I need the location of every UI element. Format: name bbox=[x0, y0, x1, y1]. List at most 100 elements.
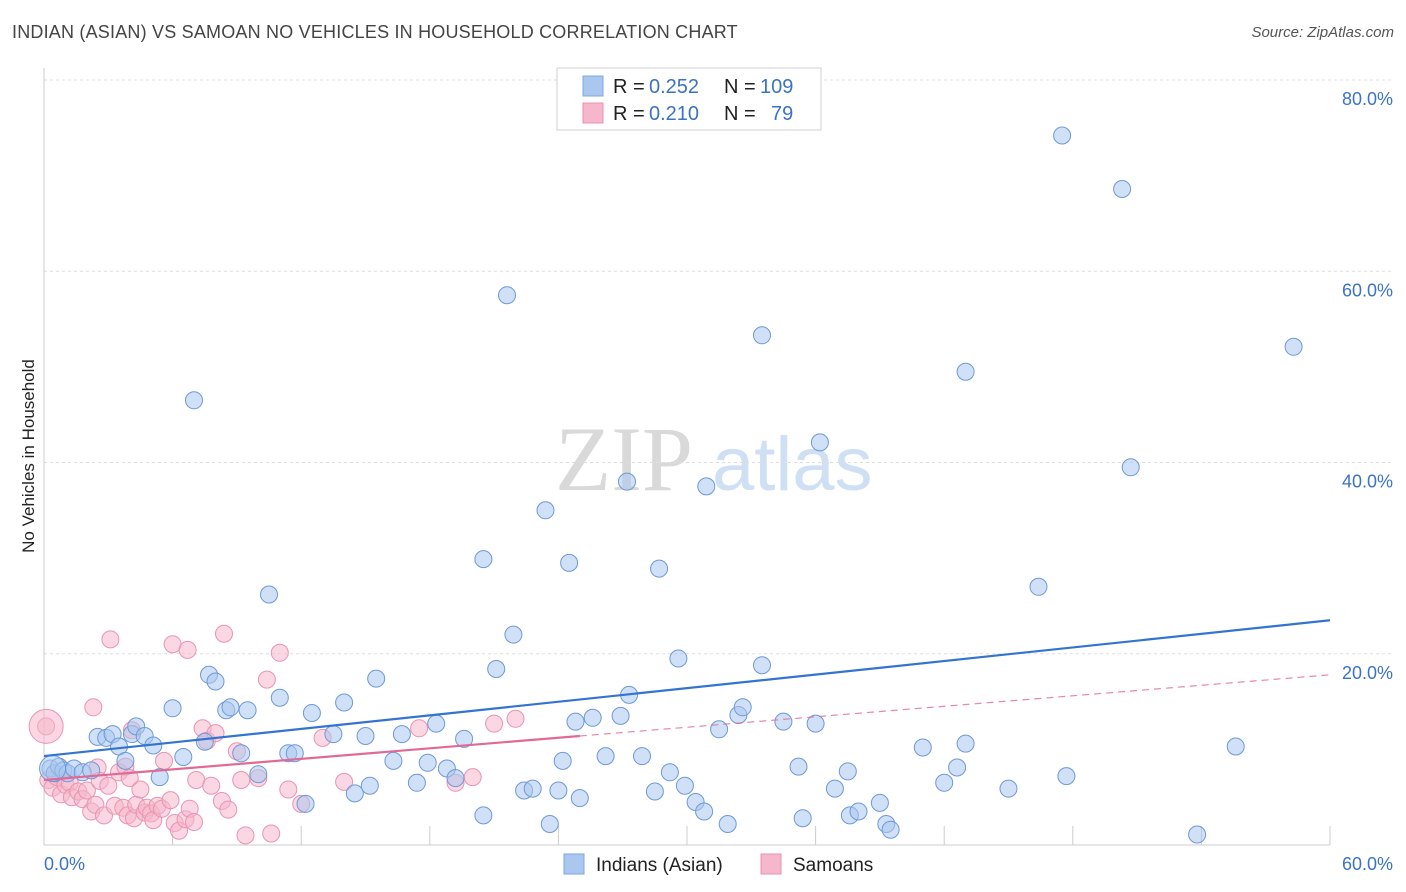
samoans-point-35 bbox=[161, 791, 180, 810]
indians-point-51 bbox=[487, 660, 506, 678]
samoans-point-53 bbox=[236, 826, 255, 845]
indians-point-63 bbox=[583, 708, 602, 727]
indians-point-55 bbox=[523, 779, 542, 798]
indians-point-88 bbox=[825, 779, 844, 798]
indians-point-66 bbox=[618, 472, 636, 491]
samoans-point-56 bbox=[262, 824, 281, 843]
indians-point-52 bbox=[498, 286, 516, 305]
indians-point-53 bbox=[504, 625, 523, 644]
tick-labels: 20.0% 40.0% 60.0% 80.0% 0.0% 60.0% bbox=[44, 89, 1393, 874]
indians-point-83 bbox=[774, 712, 793, 731]
indians-point-94 bbox=[881, 820, 900, 839]
watermark: ZIP atlas bbox=[555, 408, 873, 510]
indians-point-82 bbox=[753, 326, 771, 345]
indians-point-48 bbox=[455, 729, 474, 748]
indians-point-98 bbox=[956, 362, 975, 381]
indians-point-85 bbox=[793, 809, 812, 828]
indians-point-32 bbox=[285, 744, 304, 763]
legend-r-label-2: R = bbox=[613, 103, 645, 125]
source-attribution: Source: ZipAtlas.com bbox=[1251, 24, 1394, 41]
legend-r-label-1: R = bbox=[613, 76, 645, 98]
legend-n-label-2: N = bbox=[724, 103, 756, 125]
samoans-point-46 bbox=[202, 776, 221, 795]
indians-point-17 bbox=[150, 768, 169, 787]
indians-point-35 bbox=[324, 725, 343, 744]
legend-n-value-2: 79 bbox=[771, 103, 793, 125]
indians-point-71 bbox=[660, 763, 679, 782]
legend-r-value-2: 0.210 bbox=[649, 103, 699, 125]
indians-point-37 bbox=[345, 784, 364, 803]
indians-point-97 bbox=[948, 758, 967, 777]
legend-n-label-1: N = bbox=[724, 76, 756, 98]
samoans-point-50 bbox=[219, 800, 238, 819]
indians-point-27 bbox=[238, 701, 257, 720]
indians-point-96 bbox=[935, 773, 954, 792]
indians-point-64 bbox=[596, 747, 615, 766]
samoans-point-40 bbox=[178, 640, 197, 659]
indians-point-102 bbox=[1053, 126, 1072, 145]
indians-point-42 bbox=[392, 725, 411, 744]
indians-point-23 bbox=[206, 672, 225, 691]
bottom-legend-swatch-indians bbox=[563, 853, 585, 875]
y-tick-label-0: 20.0% bbox=[1342, 663, 1393, 683]
samoans-point-42 bbox=[185, 813, 203, 831]
indians-point-101 bbox=[1029, 577, 1048, 596]
indians-point-49 bbox=[474, 550, 493, 569]
x-tick-label-0: 0.0% bbox=[44, 854, 85, 874]
y-tick-label-1: 40.0% bbox=[1342, 472, 1393, 492]
indians-point-99 bbox=[956, 734, 975, 753]
indians-point-70 bbox=[650, 559, 669, 578]
indians-point-28 bbox=[249, 765, 268, 784]
indians-point-36 bbox=[335, 693, 354, 712]
samoans-point-34 bbox=[155, 751, 173, 770]
grid-lines bbox=[44, 79, 1392, 655]
indians-point-92 bbox=[870, 793, 889, 812]
samoans-point-36 bbox=[163, 635, 182, 654]
samoans-trend-line bbox=[43, 734, 580, 782]
y-tick-label-2: 60.0% bbox=[1342, 280, 1393, 300]
indians-point-60 bbox=[560, 553, 579, 572]
bottom-legend-swatch-samoans bbox=[760, 853, 782, 875]
indians-point-39 bbox=[360, 776, 379, 795]
y-axis-label: No Vehicles in Household bbox=[19, 359, 38, 553]
indians-point-65 bbox=[611, 706, 630, 725]
indians-point-68 bbox=[633, 747, 651, 766]
indians-point-105 bbox=[1121, 458, 1140, 477]
samoans-point-17 bbox=[101, 630, 120, 649]
indians-point-19 bbox=[174, 748, 193, 766]
bottom-legend-label-indians: Indians (Asian) bbox=[596, 855, 723, 876]
indians-point-106 bbox=[1188, 825, 1207, 844]
indians-point-84 bbox=[789, 757, 808, 776]
samoans-point-9 bbox=[77, 781, 96, 800]
indians-point-87 bbox=[810, 433, 829, 452]
indians-point-59 bbox=[553, 751, 572, 770]
samoans-point-65 bbox=[485, 714, 504, 733]
indians-point-73 bbox=[675, 776, 694, 795]
x-tick-label-1: 60.0% bbox=[1342, 854, 1393, 874]
indians-point-12 bbox=[116, 751, 135, 770]
indians-point-72 bbox=[669, 649, 688, 668]
indians-point-40 bbox=[367, 669, 386, 688]
indians-point-26 bbox=[232, 744, 251, 763]
samoans-point-58 bbox=[279, 780, 298, 799]
indians-point-57 bbox=[540, 815, 559, 833]
indians-point-100 bbox=[999, 779, 1018, 798]
indians-point-45 bbox=[427, 714, 446, 733]
indians-point-34 bbox=[302, 704, 321, 722]
samoans-point-57 bbox=[270, 643, 289, 662]
bottom-legend-label-samoans: Samoans bbox=[793, 855, 873, 876]
samoans-point-49 bbox=[215, 624, 233, 643]
samoans-point-55 bbox=[257, 670, 276, 689]
indians-point-20 bbox=[185, 391, 203, 410]
samoans-point-64 bbox=[463, 768, 482, 787]
indians-point-103 bbox=[1057, 767, 1076, 786]
samoans-point-27 bbox=[131, 780, 150, 799]
indians-point-33 bbox=[296, 794, 315, 813]
indians-point-89 bbox=[838, 762, 857, 781]
legend-swatch-pink bbox=[582, 102, 604, 124]
samoans-point-66 bbox=[506, 709, 525, 728]
indians-point-76 bbox=[697, 477, 716, 496]
indians-point-29 bbox=[260, 585, 278, 604]
indians-point-78 bbox=[718, 815, 737, 833]
indians-point-80 bbox=[733, 698, 752, 717]
